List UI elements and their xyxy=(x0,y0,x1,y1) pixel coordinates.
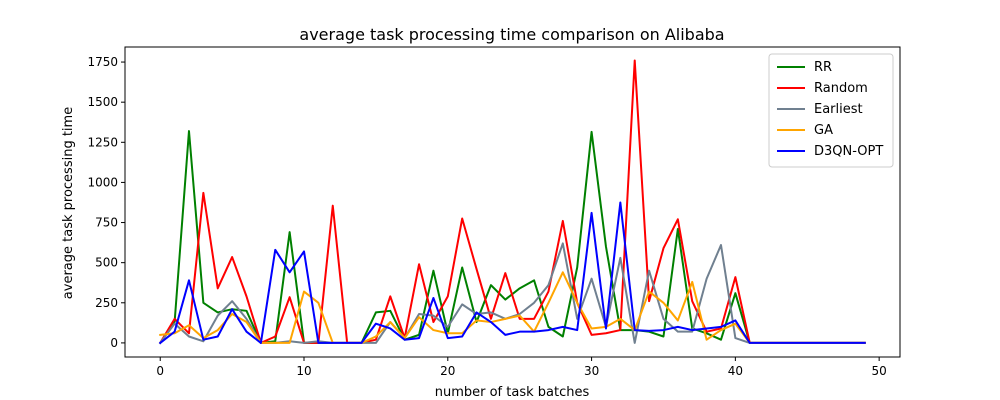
y-tick-label: 1500 xyxy=(87,95,118,109)
plot-area xyxy=(158,59,866,345)
legend-label: GA xyxy=(814,123,833,138)
y-tick-label: 0 xyxy=(110,336,118,350)
x-tick-label: 20 xyxy=(440,364,455,378)
y-tick-label: 500 xyxy=(95,256,118,270)
legend-label: Earliest xyxy=(814,102,863,117)
x-tick-label: 30 xyxy=(584,364,599,378)
y-tick-label: 1000 xyxy=(87,175,118,189)
y-tick-label: 250 xyxy=(95,296,118,310)
y-axis-ticks: 0 250 500 750 1000 1250 1500 1750 xyxy=(87,55,125,350)
y-tick-label: 750 xyxy=(95,216,118,230)
x-axis-label: number of task batches xyxy=(435,385,590,400)
x-tick-label: 40 xyxy=(728,364,743,378)
x-tick-label: 10 xyxy=(296,364,311,378)
x-axis-ticks: 0 10 20 30 40 50 xyxy=(156,357,887,378)
y-axis-label: average task processing time xyxy=(61,107,76,299)
chart-title: average task processing time comparison … xyxy=(299,25,724,44)
series-line-random xyxy=(158,59,866,345)
plot-frame xyxy=(124,46,901,358)
y-tick-label: 1750 xyxy=(87,55,118,69)
legend-label: D3QN-OPT xyxy=(814,144,883,159)
y-tick-label: 1250 xyxy=(87,135,118,149)
series-line-d3qn-opt xyxy=(158,201,866,345)
legend-label: RR xyxy=(814,60,832,75)
legend-box xyxy=(768,53,894,168)
x-tick-label: 0 xyxy=(156,364,164,378)
legend-label: Random xyxy=(814,81,868,96)
legend: RR Random Earliest GA D3QN-OPT xyxy=(768,53,894,168)
x-tick-label: 50 xyxy=(872,364,887,378)
